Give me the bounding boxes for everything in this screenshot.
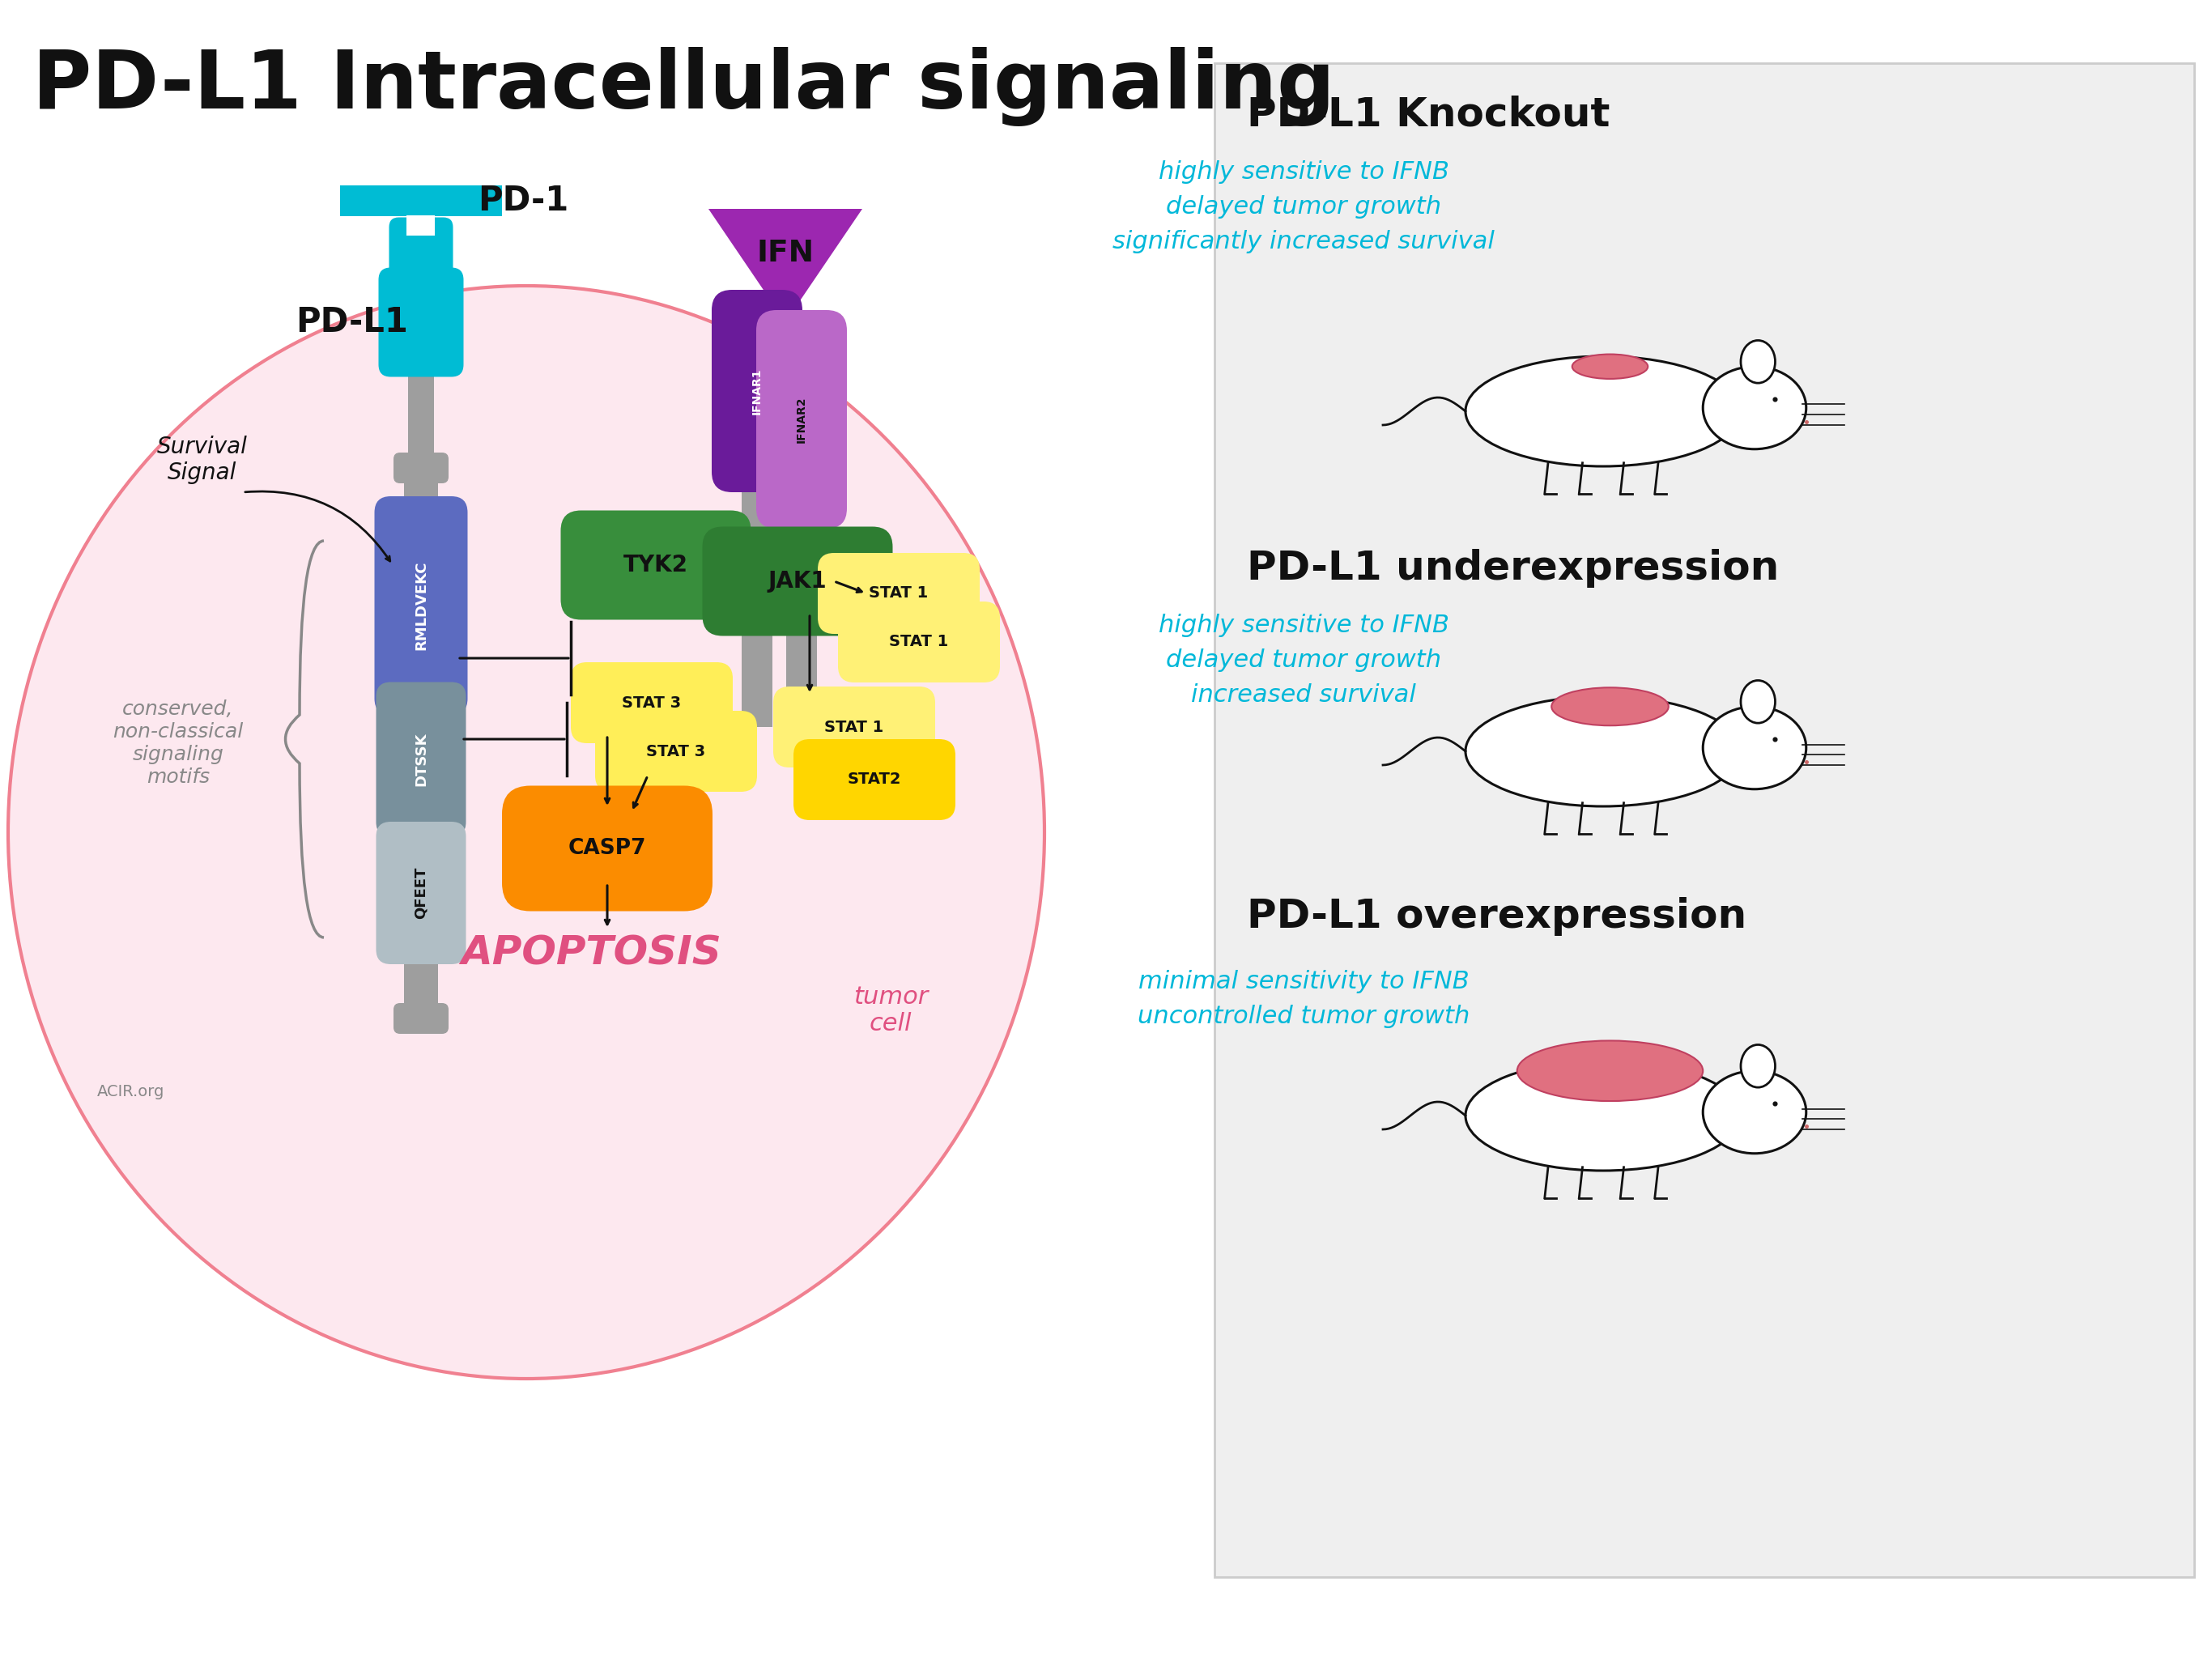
Ellipse shape	[1517, 1041, 1703, 1101]
FancyBboxPatch shape	[376, 681, 467, 837]
Text: PD-L1 Knockout: PD-L1 Knockout	[1248, 96, 1610, 134]
FancyBboxPatch shape	[757, 310, 847, 529]
Text: PD-1: PD-1	[478, 184, 568, 217]
Text: Survival
Signal: Survival Signal	[157, 436, 248, 484]
Bar	[1214, 63, 2194, 1577]
Ellipse shape	[1573, 355, 1648, 378]
FancyBboxPatch shape	[394, 453, 449, 484]
Text: IFN: IFN	[757, 239, 814, 269]
Ellipse shape	[1741, 340, 1776, 383]
FancyBboxPatch shape	[712, 290, 803, 492]
Bar	[407, 216, 436, 235]
Text: PD-L1 Intracellular signaling: PD-L1 Intracellular signaling	[33, 46, 1334, 126]
Text: RMLDVEKC: RMLDVEKC	[414, 560, 429, 650]
FancyBboxPatch shape	[818, 552, 980, 633]
Ellipse shape	[1467, 696, 1741, 806]
Bar	[407, 330, 434, 468]
Text: STAT 1: STAT 1	[889, 635, 949, 650]
FancyBboxPatch shape	[389, 217, 453, 290]
Bar	[341, 186, 502, 216]
Ellipse shape	[1741, 680, 1776, 723]
Text: STAT 1: STAT 1	[825, 720, 885, 734]
Text: STAT 1: STAT 1	[869, 585, 929, 602]
Text: JAK1: JAK1	[768, 570, 827, 592]
FancyBboxPatch shape	[374, 496, 467, 715]
Text: QFEET: QFEET	[414, 867, 429, 919]
Ellipse shape	[1703, 366, 1807, 449]
Ellipse shape	[1703, 706, 1807, 789]
Ellipse shape	[1551, 688, 1668, 726]
Text: IFNAR1: IFNAR1	[752, 368, 763, 414]
Text: DTSSK: DTSSK	[414, 733, 429, 786]
FancyBboxPatch shape	[394, 1003, 449, 1035]
Text: conserved,
non-classical
signaling
motifs: conserved, non-classical signaling motif…	[113, 700, 243, 786]
Text: highly sensitive to IFNB
delayed tumor growth
increased survival: highly sensitive to IFNB delayed tumor g…	[1159, 613, 1449, 706]
Ellipse shape	[1467, 1061, 1741, 1171]
Bar	[405, 468, 438, 1018]
Ellipse shape	[1703, 1071, 1807, 1154]
Text: minimal sensitivity to IFNB
uncontrolled tumor growth: minimal sensitivity to IFNB uncontrolled…	[1137, 970, 1469, 1028]
FancyBboxPatch shape	[560, 511, 750, 620]
Text: PD-L1: PD-L1	[296, 305, 407, 340]
Text: IFNAR2: IFNAR2	[796, 396, 807, 443]
Text: CASP7: CASP7	[568, 837, 646, 859]
Text: ACIR.org: ACIR.org	[97, 1084, 164, 1099]
Ellipse shape	[1741, 1045, 1776, 1088]
Ellipse shape	[1467, 356, 1741, 466]
Text: STAT2: STAT2	[847, 773, 900, 788]
Polygon shape	[708, 209, 863, 322]
FancyBboxPatch shape	[703, 527, 894, 637]
Ellipse shape	[9, 285, 1044, 1379]
Text: STAT 3: STAT 3	[622, 695, 681, 710]
Bar	[785, 322, 816, 517]
FancyBboxPatch shape	[378, 267, 465, 376]
Bar	[785, 509, 816, 734]
FancyBboxPatch shape	[376, 822, 467, 965]
FancyBboxPatch shape	[571, 662, 732, 743]
Text: STAT 3: STAT 3	[646, 743, 706, 759]
Text: PD-L1 overexpression: PD-L1 overexpression	[1248, 897, 1747, 935]
Text: PD-L1 underexpression: PD-L1 underexpression	[1248, 549, 1778, 587]
Text: highly sensitive to IFNB
delayed tumor growth
significantly increased survival: highly sensitive to IFNB delayed tumor g…	[1113, 161, 1495, 254]
FancyBboxPatch shape	[794, 739, 956, 821]
Text: TYK2: TYK2	[624, 554, 688, 577]
FancyBboxPatch shape	[774, 686, 936, 768]
Bar	[741, 298, 772, 484]
FancyBboxPatch shape	[838, 602, 1000, 683]
Bar	[741, 484, 772, 726]
FancyBboxPatch shape	[502, 786, 712, 912]
Text: tumor
cell: tumor cell	[854, 985, 929, 1036]
FancyBboxPatch shape	[595, 711, 757, 793]
Text: APOPTOSIS: APOPTOSIS	[460, 933, 721, 973]
